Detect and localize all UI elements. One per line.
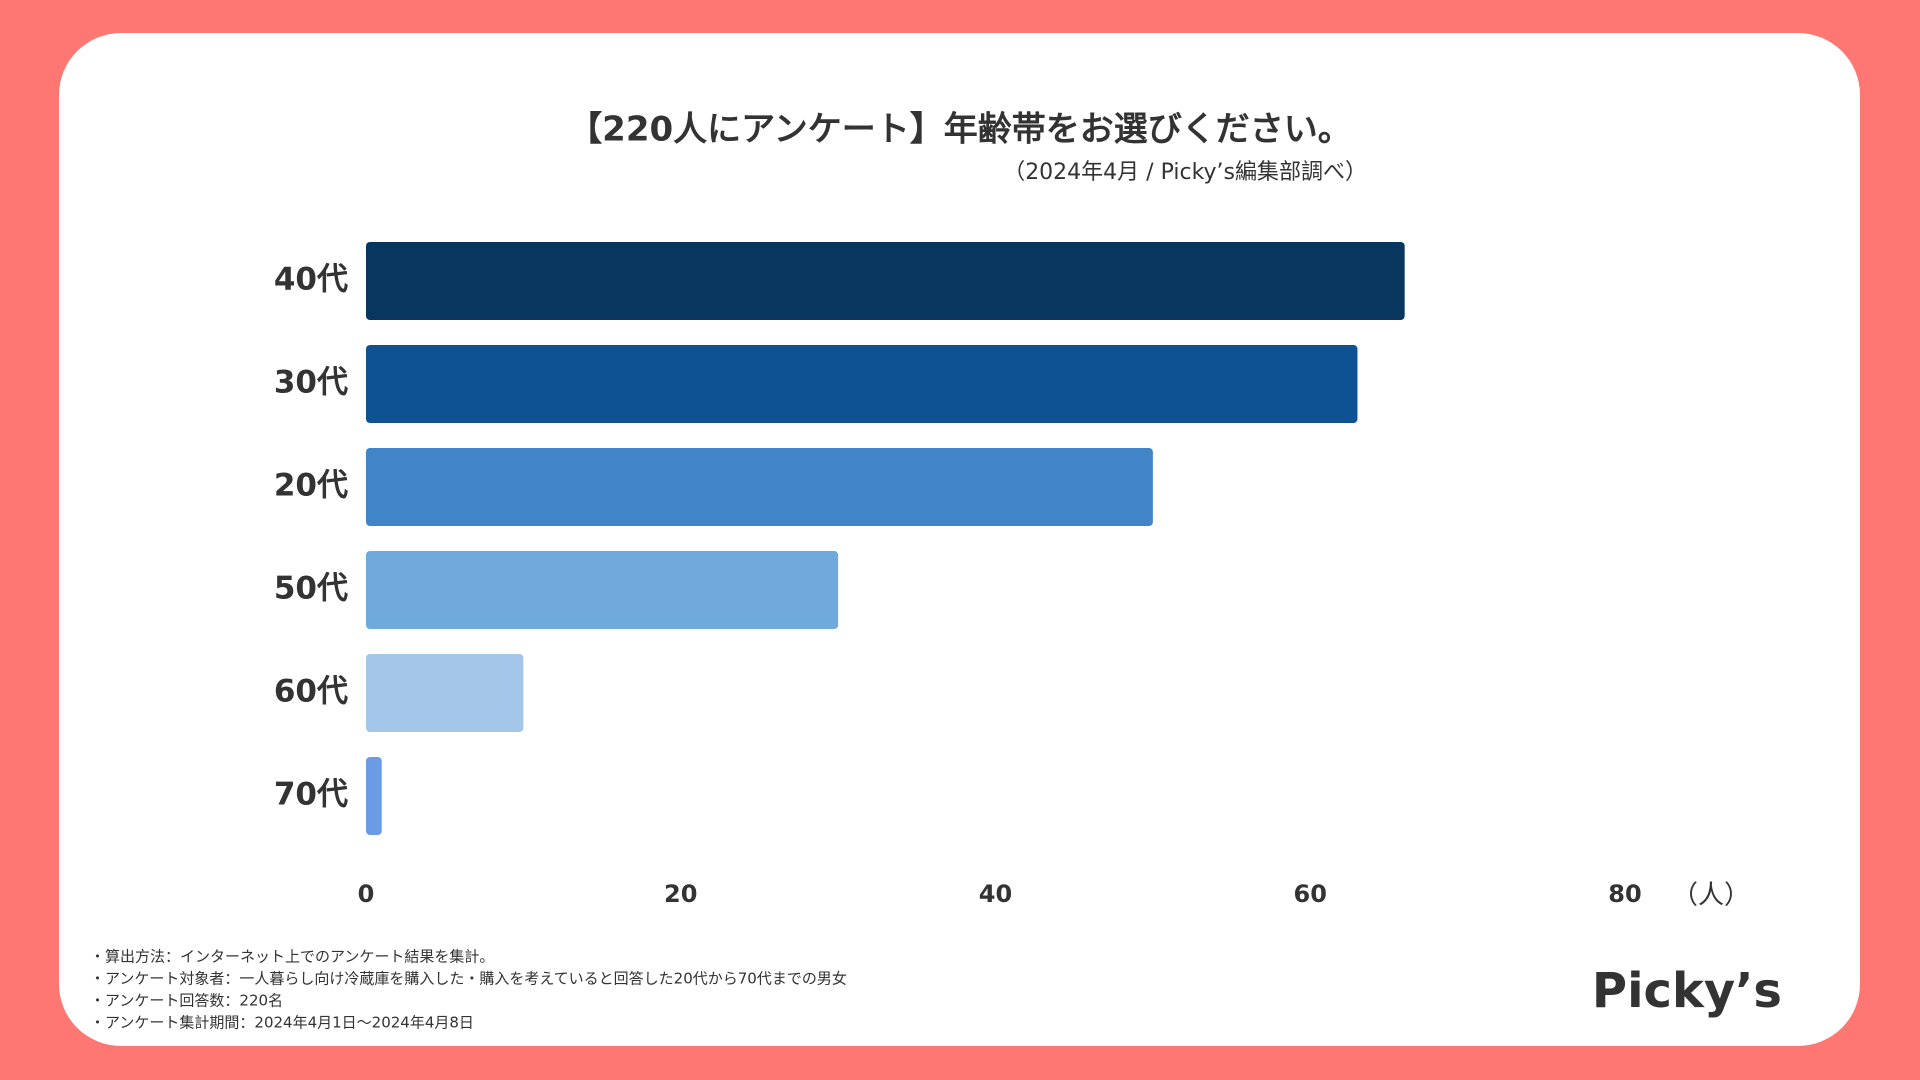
- note: ・アンケート回答数：220名: [90, 992, 283, 1010]
- y-tick-label: 20代: [274, 468, 348, 504]
- x-tick-label: 60: [1294, 880, 1327, 908]
- bar: [366, 654, 524, 732]
- notes: ・算出方法：インターネット上でのアンケート結果を集計。 ・アンケート対象者：一人…: [90, 948, 847, 1032]
- logo: Picky’s: [1592, 963, 1782, 1019]
- note: ・アンケート集計期間：2024年4月1日〜2024年4月8日: [90, 1014, 474, 1032]
- bar: [366, 345, 1358, 423]
- note: ・算出方法：インターネット上でのアンケート結果を集計。: [90, 948, 494, 966]
- card: [59, 33, 1860, 1046]
- bar: [366, 242, 1405, 320]
- y-tick-label: 60代: [274, 674, 348, 710]
- note: ・アンケート対象者：一人暮らし向け冷蔵庫を購入した・購入を考えていると回答した2…: [90, 970, 847, 988]
- x-axis-label: （人）: [1672, 881, 1750, 911]
- x-tick-label: 0: [358, 880, 375, 908]
- bar: [366, 551, 839, 629]
- y-tick-label: 40代: [274, 262, 348, 298]
- bar: [366, 448, 1153, 526]
- y-tick-label: 50代: [274, 571, 348, 607]
- y-tick-label: 70代: [274, 777, 348, 813]
- chart-title: 【220人にアンケート】年齢帯をお選びください。: [568, 110, 1352, 150]
- x-tick-label: 80: [1608, 880, 1641, 908]
- x-tick-label: 40: [979, 880, 1012, 908]
- x-tick-label: 20: [664, 880, 697, 908]
- bar: [366, 757, 382, 835]
- chart-subtitle: （2024年4月 / Picky’s編集部調べ）: [1003, 160, 1367, 185]
- y-tick-label: 30代: [274, 365, 348, 401]
